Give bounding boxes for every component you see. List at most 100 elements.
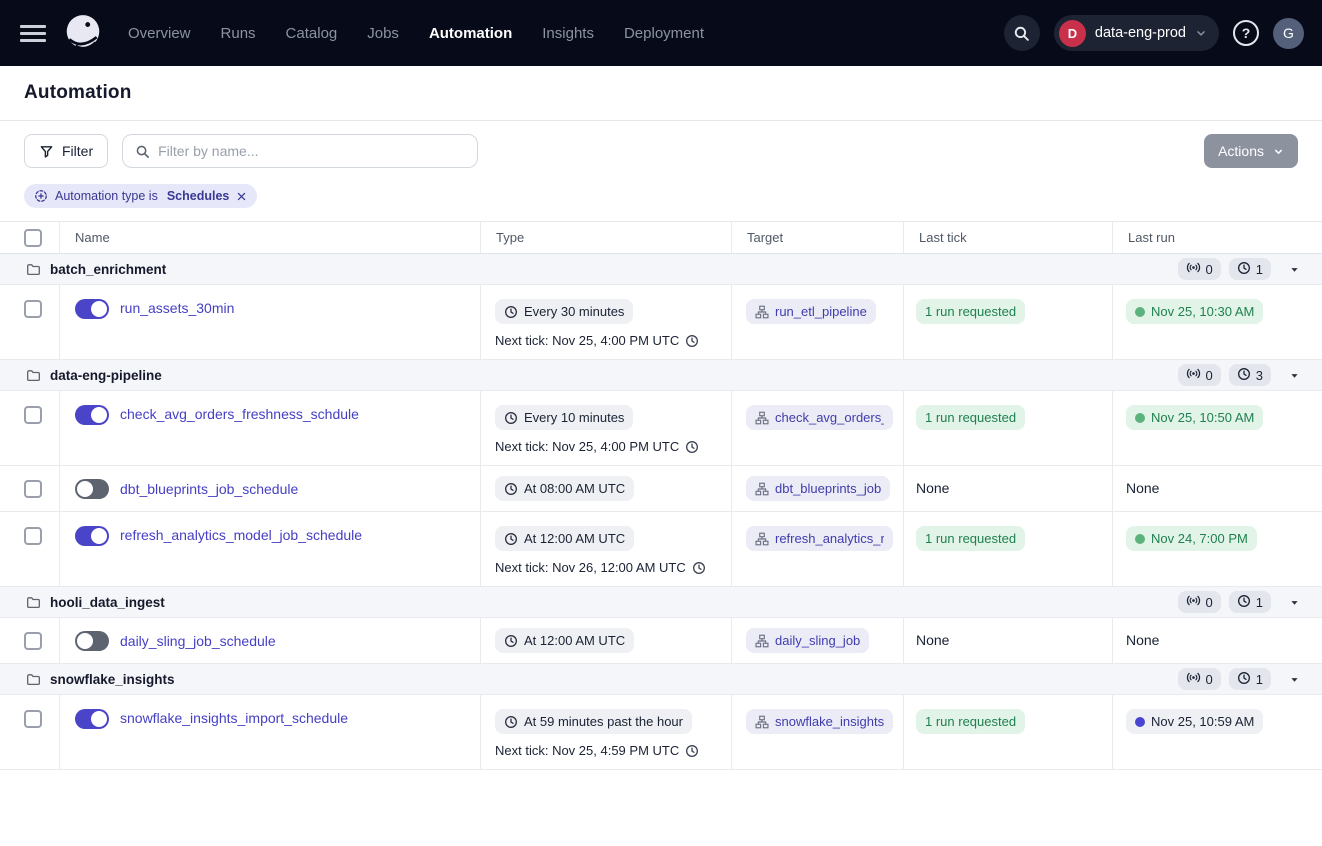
enabled-toggle[interactable]: [75, 709, 109, 729]
last-run-chip[interactable]: Nov 25, 10:30 AM: [1126, 299, 1264, 324]
schedule-count: 1: [1255, 261, 1263, 277]
chevron-down-icon: [1273, 146, 1284, 157]
row-name-cell: snowflake_insights_import_schedule: [60, 695, 481, 769]
collapse-caret-icon[interactable]: [1289, 674, 1300, 685]
automation-type-filter-chip[interactable]: Automation type is Schedules: [24, 184, 258, 208]
schedule-type-chip: Every 10 minutes: [495, 405, 634, 430]
table-row: run_assets_30min Every 30 minutes Next tic…: [0, 285, 1322, 360]
last-run-chip[interactable]: Nov 25, 10:59 AM: [1126, 709, 1264, 734]
column-header-type: Type: [481, 222, 732, 253]
table-body: batch_enrichment 0 1 run_assets_30min Every …: [0, 254, 1322, 770]
actions-button[interactable]: Actions: [1204, 134, 1298, 168]
sensor-icon: [1186, 366, 1201, 384]
target-chip[interactable]: dbt_blueprints_job: [746, 476, 891, 501]
automation-name-link[interactable]: dbt_blueprints_job_schedule: [120, 481, 299, 497]
row-checkbox[interactable]: [24, 710, 42, 728]
help-icon[interactable]: ?: [1233, 20, 1259, 46]
workspace-name: data-eng-prod: [1094, 25, 1186, 41]
nav-item-automation[interactable]: Automation: [428, 24, 513, 42]
row-target-cell: snowflake_insights: [732, 695, 904, 769]
automation-name-link[interactable]: check_avg_orders_freshness_schdule: [120, 406, 359, 422]
row-checkbox[interactable]: [24, 631, 42, 650]
collapse-caret-icon[interactable]: [1289, 597, 1300, 608]
target-name: refresh_analytics_r: [775, 531, 884, 546]
active-filters-row: Automation type is Schedules: [0, 181, 1322, 222]
nav-item-catalog[interactable]: Catalog: [285, 24, 338, 42]
last-tick-none: None: [916, 631, 950, 648]
collapse-caret-icon[interactable]: [1289, 370, 1300, 381]
select-all-cell: [0, 222, 60, 253]
schedule-type-chip: At 08:00 AM UTC: [495, 476, 635, 501]
enabled-toggle[interactable]: [75, 478, 109, 499]
last-tick-content: 1 run requested: [916, 526, 1102, 551]
last-tick-content: None: [916, 480, 949, 498]
toggle-knob: [91, 407, 107, 423]
row-last-tick-cell: 1 run requested: [904, 512, 1113, 586]
row-checkbox-cell: [0, 391, 60, 465]
automation-condition-icon: [34, 189, 48, 203]
target-chip[interactable]: daily_sling_job: [746, 628, 870, 653]
type-cell-content: Every 10 minutes Next tick: Nov 25, 4:00 …: [495, 405, 721, 454]
automation-name-link[interactable]: snowflake_insights_import_schedule: [120, 710, 349, 726]
job-graph-icon: [755, 411, 769, 425]
row-last-tick-cell: 1 run requested: [904, 391, 1113, 465]
workspace-switcher[interactable]: D data-eng-prod: [1053, 15, 1219, 51]
row-checkbox[interactable]: [24, 406, 42, 424]
enabled-toggle[interactable]: [75, 630, 109, 651]
automation-name-link[interactable]: refresh_analytics_model_job_schedule: [120, 527, 363, 543]
clock-icon: [504, 715, 518, 729]
row-checkbox[interactable]: [24, 479, 42, 498]
row-checkbox[interactable]: [24, 527, 42, 545]
schedule-type-text: At 12:00 AM UTC: [524, 633, 626, 648]
sensor-count: 0: [1205, 261, 1213, 277]
toggle-knob: [91, 301, 107, 317]
row-name-cell: dbt_blueprints_job_schedule: [60, 466, 481, 511]
automation-name-link[interactable]: daily_sling_job_schedule: [120, 633, 276, 649]
last-run-chip[interactable]: Nov 24, 7:00 PM: [1126, 526, 1257, 551]
enabled-toggle[interactable]: [75, 405, 109, 425]
name-filter-input[interactable]: [158, 143, 466, 159]
last-tick-text: 1 run requested: [925, 304, 1017, 319]
target-name: snowflake_insights: [775, 714, 884, 729]
row-last-tick-cell: 1 run requested: [904, 695, 1113, 769]
last-run-chip[interactable]: Nov 25, 10:50 AM: [1126, 405, 1264, 430]
table-row: daily_sling_job_schedule At 12:00 AM UTC d…: [0, 618, 1322, 664]
target-chip[interactable]: refresh_analytics_r: [746, 526, 893, 551]
clock-icon: [504, 634, 518, 648]
row-target-cell: daily_sling_job: [732, 618, 904, 663]
toolbar: Filter Actions: [0, 121, 1322, 181]
schedule-count-badge: 3: [1228, 364, 1271, 386]
automation-name-link[interactable]: run_assets_30min: [120, 300, 235, 316]
close-icon[interactable]: [236, 191, 247, 202]
last-run-text: Nov 25, 10:59 AM: [1151, 714, 1255, 729]
nav-item-overview[interactable]: Overview: [128, 24, 191, 42]
row-type-cell: At 08:00 AM UTC: [481, 466, 732, 511]
enabled-toggle[interactable]: [75, 299, 109, 319]
enabled-toggle[interactable]: [75, 526, 109, 546]
next-tick: Next tick: Nov 26, 12:00 AM UTC: [495, 560, 721, 575]
target-chip[interactable]: snowflake_insights: [746, 709, 893, 734]
nav-item-deployment[interactable]: Deployment: [623, 24, 705, 42]
table-row: dbt_blueprints_job_schedule At 08:00 AM U…: [0, 466, 1322, 512]
filter-button[interactable]: Filter: [24, 134, 109, 168]
group-name: data-eng-pipeline: [50, 367, 162, 383]
select-all-checkbox[interactable]: [24, 228, 42, 247]
target-name: check_avg_orders_: [775, 410, 884, 425]
sensor-count: 0: [1205, 594, 1213, 610]
nav-item-jobs[interactable]: Jobs: [367, 24, 399, 42]
menu-icon[interactable]: [20, 24, 46, 42]
group-row: data-eng-pipeline 0 3: [0, 360, 1322, 391]
nav-item-insights[interactable]: Insights: [542, 24, 594, 42]
dagster-logo-icon[interactable]: [62, 12, 104, 54]
sensor-icon: [1186, 593, 1201, 611]
search-icon[interactable]: [1003, 15, 1040, 51]
row-checkbox[interactable]: [24, 300, 42, 318]
row-name-cell: daily_sling_job_schedule: [60, 618, 481, 663]
collapse-caret-icon[interactable]: [1289, 264, 1300, 275]
automations-table: Name Type Target Last tick Last run batc…: [0, 222, 1322, 770]
nav-item-runs[interactable]: Runs: [220, 24, 256, 42]
user-avatar[interactable]: G: [1273, 17, 1304, 49]
target-chip[interactable]: run_etl_pipeline: [746, 299, 876, 324]
target-chip[interactable]: check_avg_orders_: [746, 405, 893, 430]
clock-icon: [1237, 367, 1251, 384]
